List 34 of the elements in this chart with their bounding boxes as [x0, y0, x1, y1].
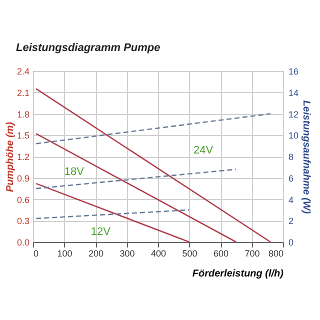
- y2-tick-label: 0: [288, 238, 294, 248]
- y2-tick-label: 14: [288, 88, 299, 98]
- x-tick-label: 400: [150, 248, 166, 258]
- x-tick-label: 700: [244, 248, 260, 258]
- x-tick-label: 600: [213, 248, 229, 258]
- y-tick-label: 0.3: [16, 216, 30, 226]
- y2-tick-label: 10: [288, 130, 299, 141]
- x-tick-label: 100: [57, 248, 72, 258]
- y2-tick-label: 4: [288, 194, 294, 205]
- x-tick-label: 500: [182, 248, 198, 258]
- y-tick-label: 2.4: [16, 66, 30, 76]
- y-tick-label: 2.1: [16, 88, 30, 98]
- y2-tick-label: 12: [288, 109, 299, 120]
- y2-tick-label: 6: [288, 173, 294, 184]
- x-tick-label: 800: [268, 248, 284, 258]
- y2-axis-title: Leistungsaufnahme (W): [300, 100, 312, 214]
- annotation: 24V: [194, 144, 214, 156]
- y-tick-label: 1.8: [16, 109, 30, 120]
- x-tick-label: 200: [88, 248, 104, 258]
- y-tick-label: 0.0: [16, 238, 30, 248]
- x-tick-label: 0: [34, 248, 39, 258]
- y2-tick-label: 8: [288, 152, 294, 162]
- y-tick-label: 0.9: [16, 173, 30, 184]
- annotation: 12V: [90, 226, 112, 238]
- y2-tick-label: 2: [288, 216, 294, 226]
- x-axis-title: Förderleistung (l/h): [192, 268, 284, 280]
- y-tick-label: 1.5: [16, 130, 30, 141]
- chart-title: Leistungsdiagramm Pumpe: [16, 42, 160, 54]
- y-axis-title: Pumphöhe (m): [4, 121, 16, 192]
- y-tick-label: 0.6: [16, 194, 30, 205]
- y-tick-label: 1.2: [16, 152, 30, 162]
- annotation: 18V: [64, 166, 85, 178]
- y2-tick-label: 16: [288, 66, 299, 76]
- x-tick-label: 300: [120, 248, 135, 258]
